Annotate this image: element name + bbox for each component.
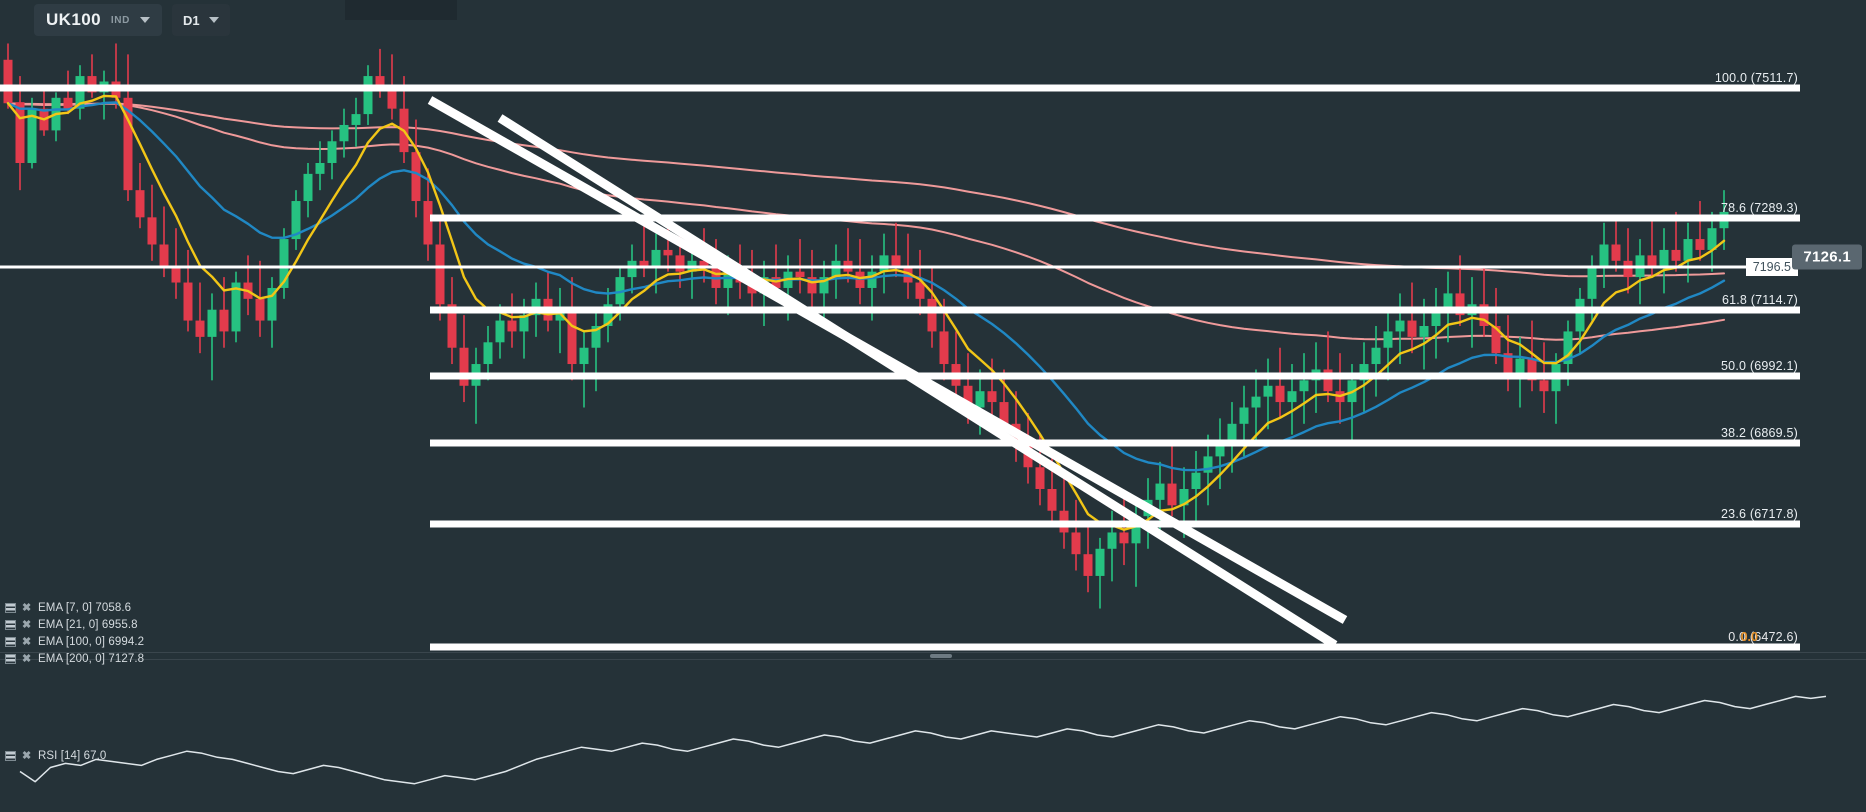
chevron-down-icon[interactable] xyxy=(139,17,150,23)
ray-price-label[interactable]: 7196.5 xyxy=(1745,258,1798,276)
legend-row: ✖ EMA [7, 0] 7058.6 xyxy=(5,600,144,615)
symbol-name: UK100 xyxy=(46,10,101,29)
symbol-selector[interactable]: UK100 IND xyxy=(34,4,162,36)
settings-icon[interactable] xyxy=(5,619,16,630)
ema-21-line xyxy=(6,101,1726,472)
ema-7-line xyxy=(6,94,1726,531)
market-badge: IND xyxy=(110,14,130,26)
rsi-legend: ✖ RSI [14] 67.0 xyxy=(5,748,106,765)
close-icon[interactable]: ✖ xyxy=(22,652,32,665)
fib-zero-price-label: 0.0 xyxy=(1740,630,1758,644)
fib-label-7289.3[interactable]: 78.6 (7289.3) xyxy=(1721,201,1798,215)
rsi-pane[interactable]: ✖ RSI [14] 67.0 xyxy=(0,660,1866,812)
close-icon[interactable]: ✖ xyxy=(22,601,32,614)
indicator-legend: ✖ EMA [7, 0] 7058.6 ✖ EMA [21, 0] 6955.8 ✖ EM… xyxy=(5,600,144,668)
current-price-tag: 7126.1 xyxy=(1792,244,1862,270)
fib-label-6717.8[interactable]: 23.6 (6717.8) xyxy=(1721,507,1798,521)
chevron-down-icon[interactable] xyxy=(208,17,219,23)
close-icon[interactable]: ✖ xyxy=(22,749,32,762)
close-icon[interactable]: ✖ xyxy=(22,618,32,631)
legend-label: RSI [14] 67.0 xyxy=(38,749,107,762)
legend-row: ✖ EMA [100, 0] 6994.2 xyxy=(5,634,144,649)
trendlines xyxy=(427,96,1348,649)
top-stub xyxy=(345,0,457,20)
fib-label-6992.1[interactable]: 50.0 (6992.1) xyxy=(1721,359,1798,373)
legend-label: EMA [100, 0] 6994.2 xyxy=(38,635,145,648)
fib-label-7114.7[interactable]: 61.8 (7114.7) xyxy=(1721,293,1798,307)
timeframe-selector[interactable]: D1 xyxy=(172,4,230,36)
close-icon[interactable]: ✖ xyxy=(22,635,32,648)
rsi-chart-canvas xyxy=(19,695,1827,785)
legend-row: ✖ EMA [21, 0] 6955.8 xyxy=(5,617,144,632)
price-pane[interactable]: 100.0 (7511.7) 78.6 (7289.3) 61.8 (7114.7)… xyxy=(0,0,1866,665)
legend-row: ✖ EMA [200, 0] 7127.8 xyxy=(5,651,144,666)
settings-icon[interactable] xyxy=(5,750,16,761)
pane-resize-handle[interactable] xyxy=(930,654,952,658)
timeframe-label: D1 xyxy=(183,12,200,28)
settings-icon[interactable] xyxy=(5,602,16,613)
fib-label-6869.5[interactable]: 38.2 (6869.5) xyxy=(1721,426,1798,440)
legend-label: EMA [7, 0] 7058.6 xyxy=(38,601,132,614)
ema-100-line xyxy=(7,102,1725,341)
fib-label-7511.7[interactable]: 100.0 (7511.7) xyxy=(1714,71,1798,85)
fib-label-6472.6[interactable]: 0.0 (6472.6) xyxy=(1728,630,1798,644)
ema-200-line xyxy=(7,102,1725,278)
legend-label: EMA [21, 0] 6955.8 xyxy=(38,618,138,631)
price-chart-canvas xyxy=(0,43,1800,651)
legend-row: ✖ RSI [14] 67.0 xyxy=(5,748,106,763)
settings-icon[interactable] xyxy=(5,653,16,664)
settings-icon[interactable] xyxy=(5,636,16,647)
legend-label: EMA [200, 0] 7127.8 xyxy=(38,652,145,665)
